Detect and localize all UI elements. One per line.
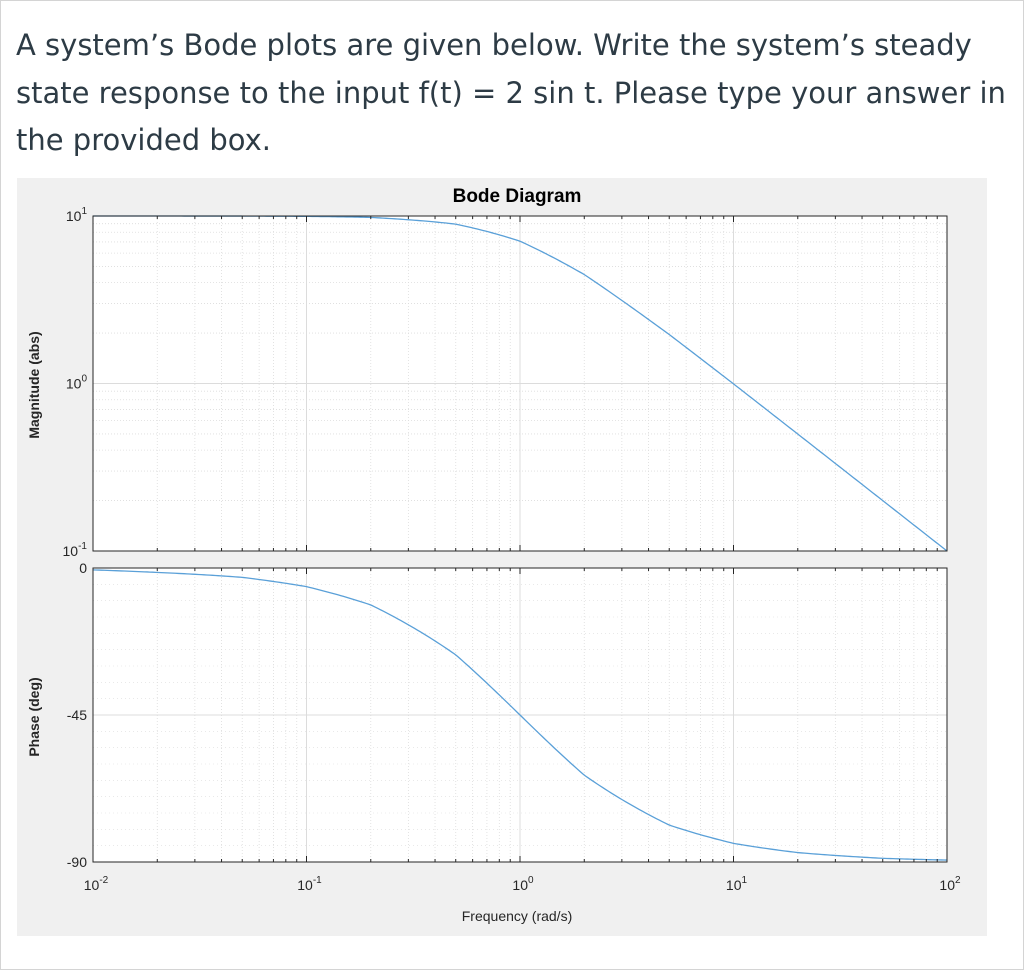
x-axis-title: Frequency (rad/s) — [462, 908, 572, 924]
phase-y-tick-label: -45 — [67, 707, 87, 723]
phase-axes-box — [92, 567, 948, 863]
phase-y-tick-label: 0 — [79, 560, 87, 576]
magnitude-y-tick-label: 100 — [66, 374, 88, 392]
x-tick-label: 10-2 — [84, 875, 109, 893]
magnitude-axis-title: Magnitude (abs) — [26, 331, 42, 438]
phase-series-line — [92, 569, 948, 861]
magnitude-y-tick-label: 10-1 — [63, 541, 88, 559]
x-tick-label: 100 — [512, 875, 534, 893]
x-tick-label: 102 — [939, 875, 961, 893]
phase-axis-title: Phase (deg) — [26, 677, 42, 756]
x-tick-label: 101 — [726, 875, 748, 893]
chart-title: Bode Diagram — [453, 186, 582, 207]
question-text: A system’s Bode plots are given below. W… — [16, 28, 1006, 157]
bode-figure: 10-2 10-1 100 101 102 101 100 10-1 0 -45 -90 Bode … — [17, 178, 987, 936]
magnitude-axes-box — [92, 215, 948, 552]
x-tick-label: 10-1 — [297, 875, 322, 893]
magnitude-y-tick-label: 101 — [66, 206, 88, 224]
phase-y-tick-label: -90 — [67, 854, 87, 870]
